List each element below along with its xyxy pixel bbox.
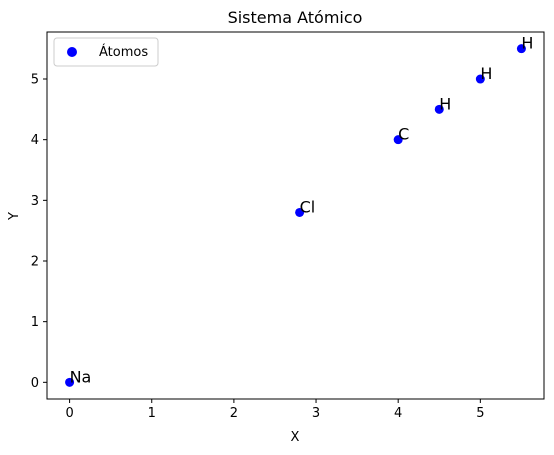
point-label: H [521,34,533,53]
x-axis-title: X [291,430,300,445]
x-tick-label: 3 [312,406,320,421]
chart-title: Sistema Atómico [228,8,363,27]
y-tick-label: 0 [31,376,39,391]
x-tick-label: 1 [148,406,156,421]
point-label: Cl [300,197,316,216]
x-tick-label: 5 [476,406,484,421]
point-label: H [480,64,492,83]
point-label: C [398,125,409,144]
legend-label: Átomos [99,44,148,60]
y-tick-label: 4 [31,133,39,148]
y-axis-title: Y [7,212,22,221]
x-tick-label: 4 [394,406,402,421]
y-tick-label: 2 [31,254,39,269]
x-tick-label: 2 [230,406,238,421]
point-label: H [439,94,451,113]
y-tick-label: 3 [31,194,39,209]
point-label: Na [70,367,92,386]
x-tick-label: 0 [65,406,73,421]
legend-marker [67,47,77,57]
legend: Átomos [54,38,158,66]
y-tick-label: 5 [31,73,39,88]
y-tick-label: 1 [31,315,39,330]
